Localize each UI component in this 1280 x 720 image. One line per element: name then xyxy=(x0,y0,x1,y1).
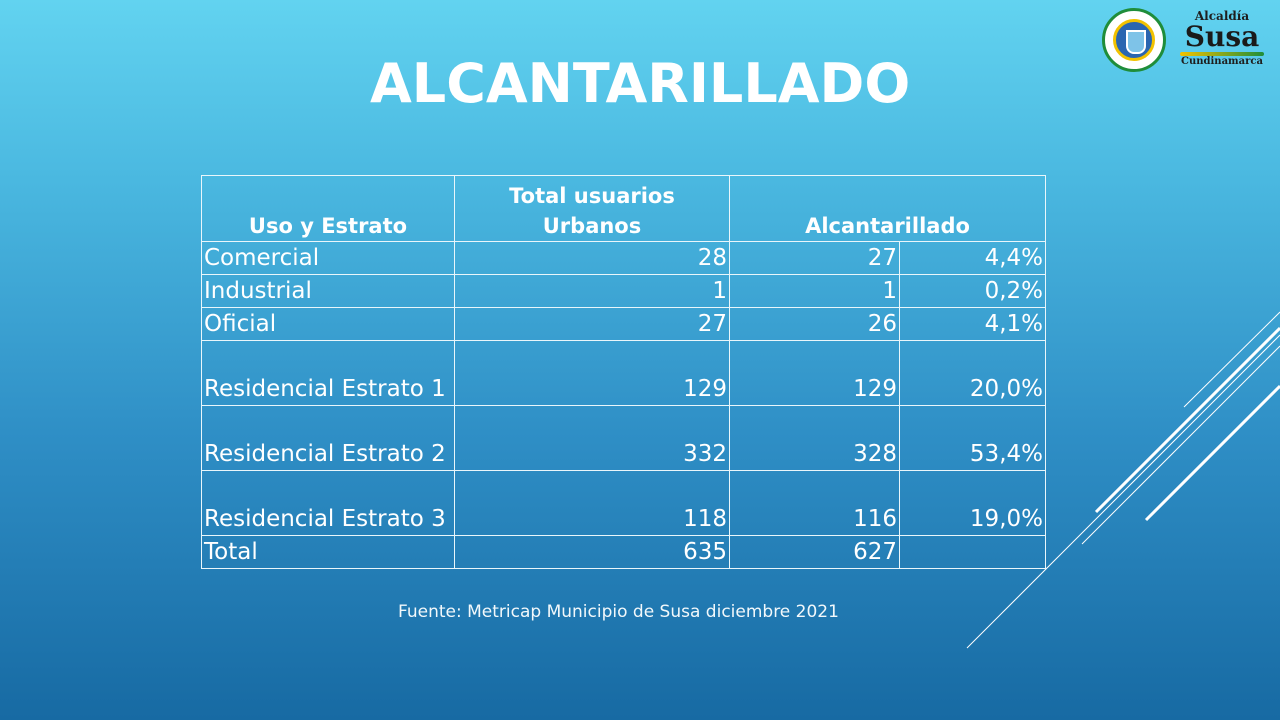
row-label: Residencial Estrato 1 xyxy=(201,340,455,406)
table-row: Residencial Estrato 2 332 328 53,4% xyxy=(201,405,1046,471)
row-alcantarillado: 116 xyxy=(729,470,900,536)
alcantarillado-table: Uso y Estrato Total usuarios Urbanos Alc… xyxy=(201,175,1046,569)
row-alcantarillado: 1 xyxy=(729,274,900,308)
deco-line-5 xyxy=(966,334,1280,649)
row-total: 27 xyxy=(454,307,730,341)
logo-swoosh xyxy=(1180,52,1264,56)
header-total-usuarios: Total usuarios Urbanos xyxy=(454,175,730,242)
header-alcantarillado: Alcantarillado xyxy=(729,175,1046,242)
row-percent: 0,2% xyxy=(899,274,1046,308)
row-alcantarillado: 627 xyxy=(729,535,900,569)
municipal-seal-icon xyxy=(1102,8,1166,72)
source-note: Fuente: Metricap Municipio de Susa dicie… xyxy=(398,602,839,622)
row-label: Residencial Estrato 2 xyxy=(201,405,455,471)
shield-icon xyxy=(1126,30,1146,54)
deco-line-1 xyxy=(1183,311,1280,408)
row-total: 1 xyxy=(454,274,730,308)
table-row: Industrial 1 1 0,2% xyxy=(201,274,1046,308)
slide-title: ALCANTARILLADO xyxy=(370,52,911,115)
row-label: Total xyxy=(201,535,455,569)
table-row: Comercial 28 27 4,4% xyxy=(201,241,1046,275)
row-percent xyxy=(899,535,1046,569)
table-row: Residencial Estrato 1 129 129 20,0% xyxy=(201,340,1046,406)
row-percent: 4,4% xyxy=(899,241,1046,275)
logo-line-alcaldia: Alcaldía xyxy=(1194,9,1250,23)
row-label: Industrial xyxy=(201,274,455,308)
row-alcantarillado: 26 xyxy=(729,307,900,341)
table-row: Oficial 27 26 4,1% xyxy=(201,307,1046,341)
row-total: 635 xyxy=(454,535,730,569)
table-row: Residencial Estrato 3 118 116 19,0% xyxy=(201,470,1046,536)
logo-line-cundinamarca: Cundinamarca xyxy=(1181,56,1263,67)
alcaldia-logo: Alcaldía Susa Cundinamarca xyxy=(1100,6,1270,78)
deco-line-3 xyxy=(1144,384,1280,522)
row-total: 332 xyxy=(454,405,730,471)
logo-line-susa: Susa xyxy=(1184,20,1260,53)
row-percent: 19,0% xyxy=(899,470,1046,536)
row-total: 28 xyxy=(454,241,730,275)
row-percent: 53,4% xyxy=(899,405,1046,471)
row-percent: 4,1% xyxy=(899,307,1046,341)
header-uso-estrato: Uso y Estrato xyxy=(201,175,455,242)
deco-line-2 xyxy=(1094,326,1280,514)
row-label: Oficial xyxy=(201,307,455,341)
table-row-total: Total 635 627 xyxy=(201,535,1046,569)
row-alcantarillado: 328 xyxy=(729,405,900,471)
deco-line-4 xyxy=(1081,345,1280,545)
